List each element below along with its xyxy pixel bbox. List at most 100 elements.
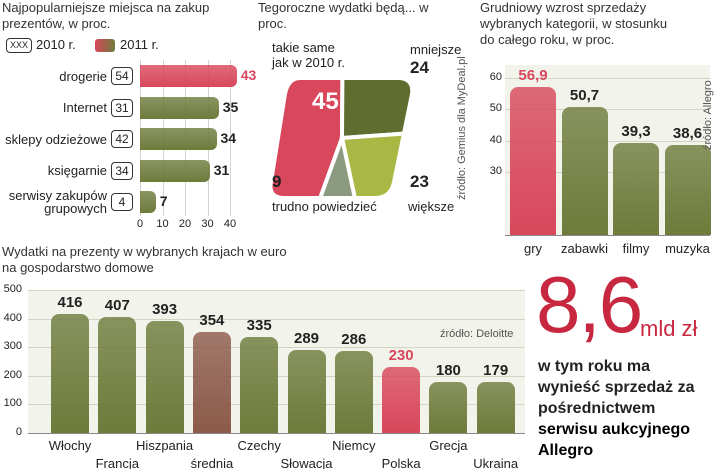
x-tick-label: 0 — [136, 218, 144, 230]
pie-slice — [339, 128, 411, 196]
bar — [140, 191, 156, 213]
bar — [140, 159, 210, 182]
bar — [561, 106, 608, 235]
value-2010: 31 — [111, 98, 133, 117]
y-tick-label: 300 — [3, 340, 22, 353]
category-label: drogerie — [59, 68, 107, 84]
value-label: 393 — [152, 300, 178, 318]
x-tick-label: Niemcy — [332, 438, 376, 453]
x-tick-label: Hiszpania — [136, 438, 194, 453]
grid-line — [505, 109, 710, 111]
value-label: 180 — [435, 361, 461, 379]
x-tick-label: Ukraina — [473, 456, 519, 469]
bar — [51, 314, 89, 433]
value-label: 335 — [246, 317, 272, 335]
value-label: 56,9 — [518, 67, 548, 85]
axis-line — [505, 235, 710, 236]
grid-line — [28, 318, 525, 320]
bar — [140, 96, 219, 119]
bar — [613, 142, 659, 235]
bar — [192, 331, 231, 433]
x-tick-label: średnia — [190, 456, 234, 469]
value-label: 179 — [483, 361, 509, 379]
pie-slice — [272, 80, 345, 196]
x-tick-label: filmy — [622, 241, 650, 256]
slice-value: 9 — [272, 172, 282, 191]
chart-title: Grudniowy wzrost sprzedaży wybranych kat… — [480, 0, 668, 47]
grid-line — [505, 140, 710, 142]
legend-sample: XXX — [6, 38, 32, 53]
source: źródło: Allegro — [702, 80, 714, 150]
slice-label: trudno powiedzieć — [272, 199, 377, 214]
legend-label: 2011 r. — [120, 37, 159, 52]
callout-line: w tym roku ma wynieść sprzedaż za pośred… — [538, 358, 695, 417]
x-tick-label: muzyka — [665, 241, 710, 256]
chart-title: Najpopularniejsze miejsca na zakup preze… — [2, 0, 210, 31]
chart-title: Wydatki na prezenty w wybranych krajach … — [2, 244, 287, 275]
pie-slice — [339, 80, 411, 141]
bar — [287, 350, 326, 433]
bar — [429, 381, 468, 433]
bar — [382, 367, 421, 433]
slice-label: mniejsze — [410, 42, 462, 57]
chart-title: Tegoroczne wydatki będą... w proc. — [258, 0, 429, 31]
value-label: 286 — [341, 331, 367, 349]
bar — [140, 65, 237, 87]
x-tick-label: 40 — [223, 218, 237, 230]
callout-emphasis: serwisu aukcyjnego Allegro — [538, 421, 691, 459]
grid-line — [230, 60, 231, 216]
callout-value: 8,6 — [536, 260, 643, 349]
value-label: 50,7 — [569, 86, 600, 104]
bar — [476, 381, 515, 433]
value-label: 407 — [104, 296, 130, 314]
x-tick-label: Polska — [381, 456, 421, 469]
y-tick-label: 60 — [489, 70, 502, 83]
value-2010: 54 — [111, 67, 133, 85]
value-label: 416 — [57, 294, 83, 312]
grid-line — [28, 290, 525, 291]
y-tick-label: 50 — [489, 102, 502, 115]
x-tick-label: 10 — [156, 218, 169, 230]
bar — [98, 316, 137, 433]
source: źródło: Gemius dla MyDeal.pl — [456, 56, 468, 200]
y-tick-label: 400 — [3, 311, 22, 324]
value-2010: 4 — [111, 193, 133, 211]
callout-text: w tym roku ma wynieść sprzedaż za pośred… — [538, 356, 708, 461]
legend-label: 2010 r. — [36, 37, 76, 52]
slice-value: 24 — [410, 58, 429, 77]
bar — [240, 337, 279, 433]
x-tick-label: Grecja — [429, 438, 468, 453]
value-label: 38,6 — [672, 124, 703, 142]
x-tick-label: 20 — [178, 218, 192, 230]
x-tick-label: gry — [523, 241, 543, 256]
grid-line — [505, 172, 710, 174]
x-tick-label: Francja — [95, 456, 139, 469]
slice-value: 23 — [410, 172, 429, 191]
x-tick-label: Słowacja — [280, 456, 333, 469]
bar — [664, 144, 711, 235]
x-tick-label: Włochy — [48, 438, 92, 453]
pie-slice — [301, 130, 368, 196]
value-2010: 42 — [111, 130, 133, 148]
category-label: Internet — [62, 100, 107, 115]
y-tick-label: 0 — [15, 426, 22, 438]
value-label: 39,3 — [621, 122, 651, 140]
category-label: księgarnie — [47, 163, 107, 178]
category-label: sklepy odzieżowe — [5, 131, 107, 147]
bar — [140, 128, 217, 150]
y-tick-label: 30 — [489, 165, 502, 178]
slice-value: 45 — [312, 88, 339, 115]
value-label: 354 — [199, 311, 225, 329]
value-label: 43 — [240, 67, 257, 83]
category-label: serwisy zakupów grupowych — [8, 188, 107, 216]
source: źródło: Deloitte — [440, 328, 514, 340]
x-tick-label: zabawki — [561, 241, 608, 256]
slice-label: większe — [408, 199, 455, 214]
value-label: 289 — [293, 330, 320, 348]
y-tick-label: 500 — [3, 283, 22, 295]
value-2010: 34 — [111, 161, 133, 180]
value-label: 7 — [159, 193, 168, 209]
bar — [510, 87, 556, 235]
